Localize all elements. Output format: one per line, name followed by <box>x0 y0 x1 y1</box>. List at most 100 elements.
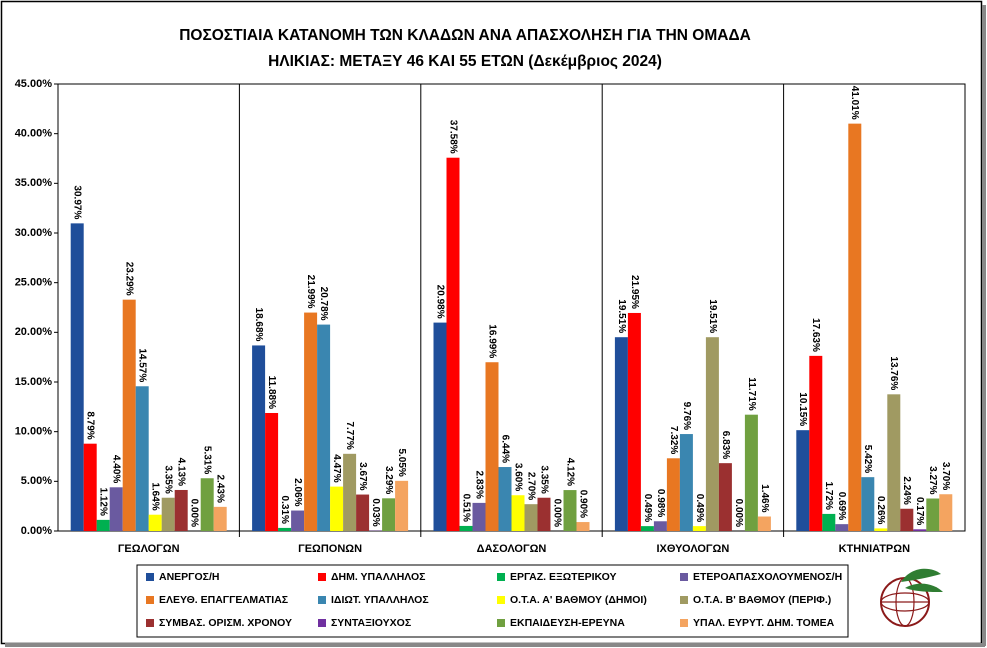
bar <box>433 322 447 531</box>
value-label: 0.90% <box>577 490 588 518</box>
legend-label: Ο.Τ.Α. Β' ΒΑΘΜΟΥ (ΠΕΡΙΦ.) <box>693 594 831 606</box>
bar <box>485 362 499 531</box>
legend-label: ΥΠΑΛ. ΕΥΡΥΤ. ΔΗΜ. ΤΟΜΕΑ <box>693 617 835 629</box>
value-label: 13.76% <box>888 356 899 390</box>
value-label: 3.27% <box>927 466 938 494</box>
value-label: 7.77% <box>344 421 355 449</box>
bar <box>122 299 136 531</box>
value-label: 3.70% <box>940 462 951 490</box>
legend-swatch <box>680 596 688 604</box>
bar <box>395 480 409 531</box>
value-label: 9.76% <box>681 402 692 430</box>
bar <box>317 324 331 531</box>
value-label: 16.99% <box>486 324 497 358</box>
bar <box>213 506 227 531</box>
bar <box>848 123 862 531</box>
value-label: 2.70% <box>525 472 536 500</box>
value-label: 4.12% <box>564 458 575 486</box>
bar <box>718 463 732 531</box>
bar <box>265 412 279 531</box>
legend-swatch <box>318 596 326 604</box>
bar <box>887 394 901 531</box>
legend-label: ΣΥΝΤΑΞΙΟΥΧΟΣ <box>331 617 411 629</box>
bar <box>666 458 680 531</box>
bar <box>939 494 953 531</box>
value-label: 7.32% <box>668 426 679 454</box>
x-tick-label: ΓΕΩΛΟΓΩΝ <box>118 543 180 555</box>
legend-swatch <box>497 619 505 627</box>
bar <box>459 525 473 531</box>
bar <box>692 526 706 531</box>
bar <box>796 430 810 531</box>
bar <box>291 510 305 531</box>
bar <box>705 337 719 531</box>
value-label: 11.71% <box>746 377 757 410</box>
value-label: 5.42% <box>862 445 873 473</box>
bar <box>446 157 460 532</box>
value-label: 2.24% <box>901 476 912 504</box>
y-tick-label: 10.00% <box>15 426 53 438</box>
legend-label: ΔΗΜ. ΥΠΑΛΛΗΛΟΣ <box>331 571 425 583</box>
value-label: 0.69% <box>836 492 847 520</box>
value-label: 0.26% <box>875 496 886 524</box>
value-label: 23.29% <box>124 262 135 296</box>
bar <box>614 337 628 531</box>
bar <box>524 504 538 531</box>
legend-label: ΑΝΕΡΓΟΣ/Η <box>159 571 219 583</box>
bar <box>278 527 292 531</box>
value-label: 0.49% <box>694 494 705 522</box>
legend-swatch <box>146 573 154 581</box>
bar <box>96 519 110 531</box>
legend-swatch <box>146 596 154 604</box>
y-tick-label: 40.00% <box>15 128 53 140</box>
bar <box>356 494 370 531</box>
legend-box <box>136 564 849 638</box>
value-label: 41.01% <box>849 86 860 120</box>
y-tick-label: 0.00% <box>21 525 52 537</box>
bar <box>148 514 162 531</box>
legend-label: ΕΛΕΥΘ. ΕΠΑΓΓΕΛΜΑΤΙΑΣ <box>159 594 288 606</box>
bar <box>874 528 888 531</box>
bar <box>757 516 771 531</box>
bar <box>809 355 823 531</box>
bar <box>653 521 667 531</box>
bar <box>174 489 188 531</box>
legend-label: Ο.Τ.Α. Α' ΒΑΘΜΟΥ (ΔΗΜΟΙ) <box>510 594 647 606</box>
legend-swatch <box>497 596 505 604</box>
bar <box>576 522 590 531</box>
value-label: 6.83% <box>720 431 731 459</box>
bar <box>83 443 97 531</box>
value-label: 19.51% <box>707 299 718 333</box>
bar <box>382 498 396 531</box>
bar <box>161 497 175 531</box>
value-label: 5.31% <box>202 446 213 474</box>
y-tick-label: 25.00% <box>15 277 53 289</box>
value-label: 3.35% <box>538 465 549 493</box>
bar <box>498 467 512 531</box>
bar <box>913 529 927 531</box>
value-label: 10.15% <box>797 392 808 426</box>
value-label: 11.88% <box>266 376 277 409</box>
y-tick-label: 30.00% <box>15 227 53 239</box>
frame-shadow <box>982 5 986 646</box>
value-label: 30.97% <box>72 185 83 219</box>
value-label: 1.12% <box>98 488 109 516</box>
bar <box>304 312 318 531</box>
bar <box>679 434 693 531</box>
value-label: 14.57% <box>137 348 148 382</box>
value-label: 21.99% <box>305 275 316 309</box>
bar <box>822 513 836 531</box>
legend-swatch <box>497 573 505 581</box>
bar <box>640 526 654 531</box>
legend-swatch <box>680 619 688 627</box>
value-label: 0.17% <box>914 497 925 525</box>
chart-title: ΠΟΣΟΣΤΙΑΙΑ ΚΑΤΑΝΟΜΗ ΤΩΝ ΚΛΑΔΩΝ ΑΝΑ ΑΠΑΣΧ… <box>179 27 751 44</box>
value-label: 20.78% <box>318 287 329 321</box>
y-tick-label: 15.00% <box>15 376 53 388</box>
bar <box>926 498 940 531</box>
value-label: 3.60% <box>512 463 523 491</box>
bar <box>330 486 344 531</box>
value-label: 19.51% <box>616 299 627 333</box>
bar <box>252 345 266 531</box>
legend-label: ΕΚΠΑΙΔΕΥΣΗ-ΕΡΕΥΝΑ <box>510 617 625 629</box>
